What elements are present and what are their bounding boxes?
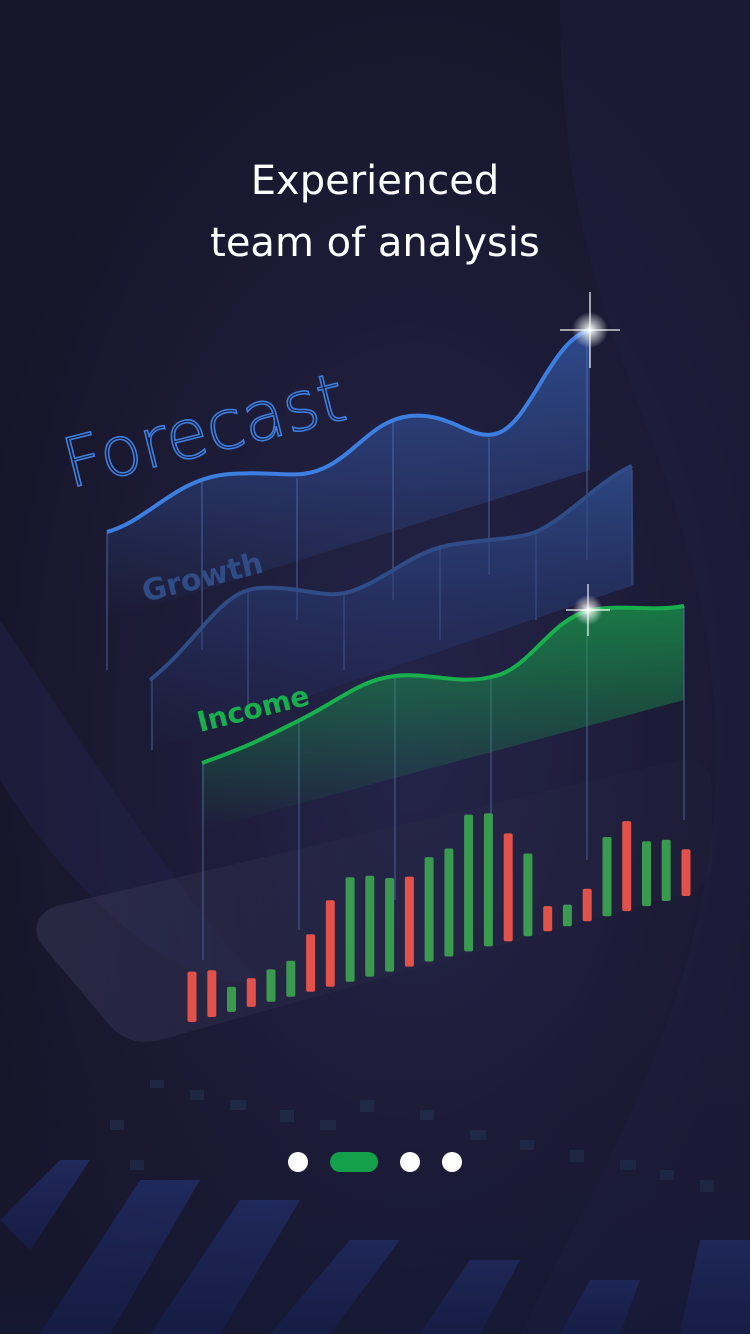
candle-bar-22 bbox=[602, 837, 612, 917]
forecast-peak-sparkle bbox=[560, 292, 620, 368]
page-dot-3[interactable] bbox=[400, 1152, 420, 1172]
page-indicator bbox=[0, 1150, 750, 1174]
candle-bar-5 bbox=[266, 969, 276, 1002]
growth-line bbox=[148, 464, 633, 682]
growth-area bbox=[150, 466, 634, 750]
candle-bar-20 bbox=[562, 904, 572, 927]
page-dot-1[interactable] bbox=[288, 1152, 308, 1172]
income-area bbox=[202, 606, 684, 830]
candle-bar-10 bbox=[365, 875, 375, 977]
candle-bar-3 bbox=[227, 986, 236, 1012]
headline-line-1: Experienced bbox=[250, 158, 500, 204]
candle-bar-7 bbox=[306, 934, 316, 992]
candle-bar-6 bbox=[286, 960, 296, 997]
candle-bar-15 bbox=[464, 814, 474, 952]
headline-line-2: team of analysis bbox=[210, 220, 540, 266]
candle-bar-13 bbox=[424, 857, 434, 962]
candle-bar-21 bbox=[582, 888, 592, 922]
candle-bar-25 bbox=[661, 839, 671, 901]
candle-bar-1 bbox=[187, 971, 197, 1022]
candle-bar-17 bbox=[503, 833, 513, 942]
onboarding-headline: Experienced team of analysis bbox=[0, 150, 750, 274]
page-dot-2[interactable] bbox=[330, 1152, 378, 1172]
forecast-line bbox=[106, 328, 591, 534]
candle-bar-14 bbox=[444, 848, 454, 957]
candle-bar-11 bbox=[385, 878, 395, 972]
candle-bar-24 bbox=[642, 841, 651, 907]
candle-bar-18 bbox=[523, 853, 533, 937]
candle-bar-9 bbox=[345, 877, 355, 982]
forecast-area bbox=[107, 330, 590, 620]
candle-bar-16 bbox=[483, 813, 493, 947]
candle-bar-2 bbox=[207, 970, 217, 1017]
page-dot-4[interactable] bbox=[442, 1152, 462, 1172]
candle-bar-12 bbox=[404, 876, 414, 967]
candle-bar-19 bbox=[543, 906, 553, 932]
candle-bars bbox=[187, 813, 691, 1022]
candle-bar-23 bbox=[622, 821, 632, 912]
candle-bar-26 bbox=[681, 849, 691, 896]
candle-bar-4 bbox=[246, 978, 256, 1007]
candle-bar-8 bbox=[325, 900, 335, 987]
income-peak-sparkle bbox=[566, 584, 610, 636]
